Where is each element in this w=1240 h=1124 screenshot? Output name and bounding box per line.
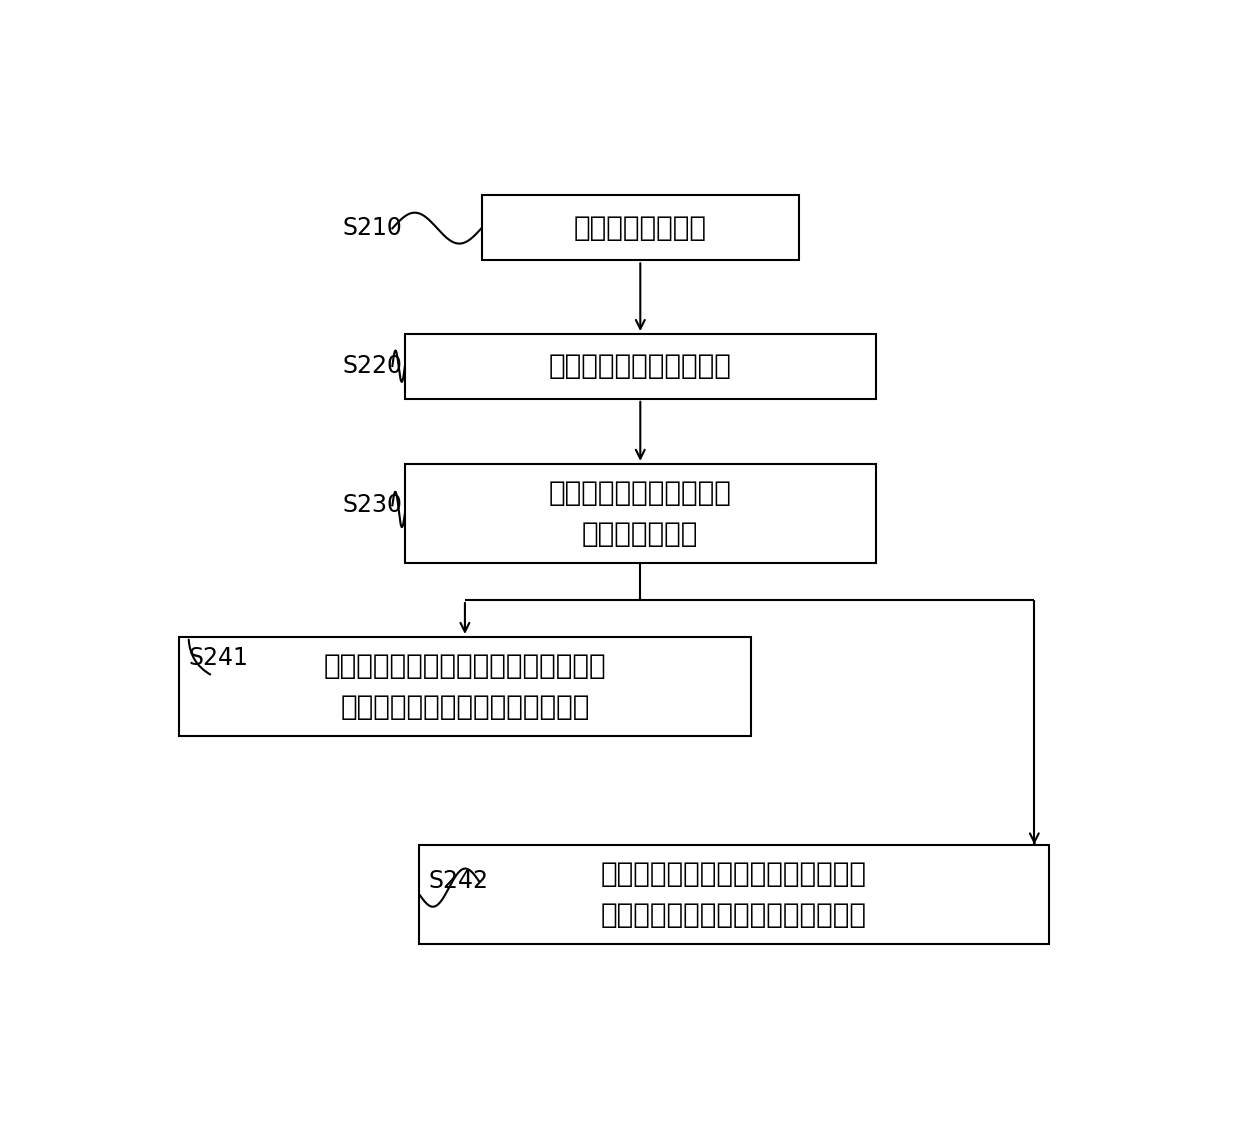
Text: S242: S242 bbox=[429, 869, 489, 892]
Bar bbox=[419, 844, 1049, 944]
Bar bbox=[404, 334, 875, 399]
Text: S230: S230 bbox=[342, 493, 403, 517]
Text: S241: S241 bbox=[188, 646, 248, 671]
Bar bbox=[404, 464, 875, 563]
Text: 接收天线实时图像: 接收天线实时图像 bbox=[574, 214, 707, 242]
Text: 根据区域候选框对天线实时图像掩膜
处理得到含天线掩膜的天线实时图像: 根据区域候选框对天线实时图像掩膜 处理得到含天线掩膜的天线实时图像 bbox=[601, 860, 867, 928]
Text: 根据区域候选框对天线实时图像分类识
别得到天线类别和天线目标框坐标: 根据区域候选框对天线实时图像分类识 别得到天线类别和天线目标框坐标 bbox=[324, 652, 606, 722]
Text: 提取天线实时图像的特征: 提取天线实时图像的特征 bbox=[549, 353, 732, 380]
Bar bbox=[481, 196, 799, 261]
Text: 根据天线实时图像的特征
得到区域候选框: 根据天线实时图像的特征 得到区域候选框 bbox=[549, 479, 732, 549]
Text: S210: S210 bbox=[342, 216, 402, 241]
Text: S220: S220 bbox=[342, 354, 403, 378]
Bar bbox=[179, 637, 750, 736]
